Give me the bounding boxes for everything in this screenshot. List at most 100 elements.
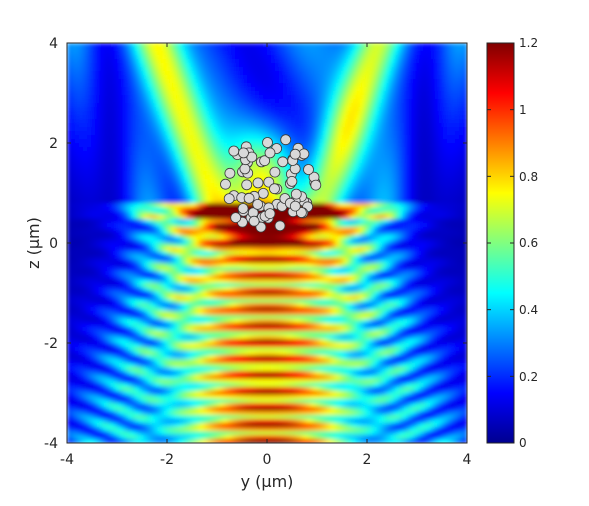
heatmap-cell xyxy=(179,259,184,264)
heatmap-cell xyxy=(207,143,212,148)
heatmap-cell xyxy=(183,295,188,300)
heatmap-cell xyxy=(87,283,92,288)
heatmap-cell xyxy=(103,47,108,52)
heatmap-cell xyxy=(167,347,172,352)
heatmap-cell xyxy=(175,207,180,212)
heatmap-cell xyxy=(79,75,84,80)
heatmap-cell xyxy=(215,355,220,360)
heatmap-cell xyxy=(191,375,196,380)
heatmap-cell xyxy=(99,115,104,120)
heatmap-cell xyxy=(239,339,244,344)
heatmap-cell xyxy=(123,207,128,212)
heatmap-cell xyxy=(119,355,124,360)
heatmap-cell xyxy=(207,363,212,368)
heatmap-cell xyxy=(135,171,140,176)
heatmap-cell xyxy=(131,371,136,376)
heatmap-cell xyxy=(211,43,216,48)
heatmap-cell xyxy=(103,427,108,432)
heatmap-cell xyxy=(191,243,196,248)
heatmap-cell xyxy=(167,63,172,68)
heatmap-cell xyxy=(135,311,140,316)
heatmap-cell xyxy=(111,71,116,76)
heatmap-cell xyxy=(159,171,164,176)
heatmap-cell xyxy=(223,355,228,360)
heatmap-cell xyxy=(191,355,196,360)
heatmap-cell xyxy=(199,87,204,92)
heatmap-cell xyxy=(127,387,132,392)
heatmap-cell xyxy=(67,223,72,228)
heatmap-cell xyxy=(255,291,260,296)
heatmap-cell xyxy=(159,211,164,216)
heatmap-cell xyxy=(215,203,220,208)
heatmap-cell xyxy=(83,103,88,108)
heatmap-cell xyxy=(95,75,100,80)
heatmap-cell xyxy=(183,367,188,372)
heatmap-cell xyxy=(251,347,256,352)
heatmap-cell xyxy=(127,239,132,244)
heatmap-cell xyxy=(219,395,224,400)
heatmap-cell xyxy=(239,431,244,436)
heatmap-cell xyxy=(219,391,224,396)
heatmap-cell xyxy=(115,199,120,204)
heatmap-cell xyxy=(159,259,164,264)
heatmap-cell xyxy=(107,351,112,356)
heatmap-cell xyxy=(211,231,216,236)
heatmap-cell xyxy=(219,375,224,380)
heatmap-cell xyxy=(119,179,124,184)
heatmap-cell xyxy=(87,127,92,132)
heatmap-cell xyxy=(139,259,144,264)
heatmap-cell xyxy=(187,279,192,284)
heatmap-cell xyxy=(219,83,224,88)
heatmap-cell xyxy=(151,343,156,348)
heatmap-cell xyxy=(187,115,192,120)
heatmap-cell xyxy=(135,163,140,168)
heatmap-cell xyxy=(111,87,116,92)
heatmap-cell xyxy=(191,423,196,428)
heatmap-cell xyxy=(99,363,104,368)
heatmap-cell xyxy=(235,347,240,352)
heatmap-cell xyxy=(167,127,172,132)
heatmap-cell xyxy=(255,263,260,268)
heatmap-cell xyxy=(143,227,148,232)
heatmap-cell xyxy=(119,91,124,96)
heatmap-cell xyxy=(171,379,176,384)
heatmap-cell xyxy=(227,51,232,56)
heatmap-cell xyxy=(211,355,216,360)
heatmap-cell xyxy=(263,275,268,280)
heatmap-cell xyxy=(211,67,216,72)
heatmap-cell xyxy=(219,307,224,312)
heatmap-cell xyxy=(143,139,148,144)
heatmap-cell xyxy=(127,319,132,324)
heatmap-cell xyxy=(143,103,148,108)
heatmap-cell xyxy=(83,139,88,144)
heatmap-cell xyxy=(211,163,216,168)
heatmap-cell xyxy=(235,439,240,443)
heatmap-cell xyxy=(83,319,88,324)
heatmap-cell xyxy=(139,343,144,348)
heatmap-cell xyxy=(167,195,172,200)
heatmap-cell xyxy=(211,403,216,408)
heatmap-cell xyxy=(199,375,204,380)
heatmap-cell xyxy=(227,251,232,256)
heatmap-cell xyxy=(95,359,100,364)
heatmap-cell xyxy=(219,211,224,216)
heatmap-cell xyxy=(83,303,88,308)
heatmap-cell xyxy=(215,51,220,56)
heatmap-cell xyxy=(79,419,84,424)
heatmap-cell xyxy=(207,411,212,416)
heatmap-cell xyxy=(83,275,88,280)
heatmap-cell xyxy=(111,383,116,388)
heatmap-cell xyxy=(91,155,96,160)
heatmap-cell xyxy=(159,251,164,256)
heatmap-cell xyxy=(203,259,208,264)
heatmap-cell xyxy=(163,139,168,144)
heatmap-cell xyxy=(111,267,116,272)
heatmap-cell xyxy=(211,71,216,76)
heatmap-cell xyxy=(247,367,252,372)
heatmap-cell xyxy=(119,215,124,220)
heatmap-cell xyxy=(147,195,152,200)
heatmap-cell xyxy=(215,395,220,400)
heatmap-cell xyxy=(171,275,176,280)
heatmap-cell xyxy=(175,235,180,240)
heatmap-cell xyxy=(151,123,156,128)
